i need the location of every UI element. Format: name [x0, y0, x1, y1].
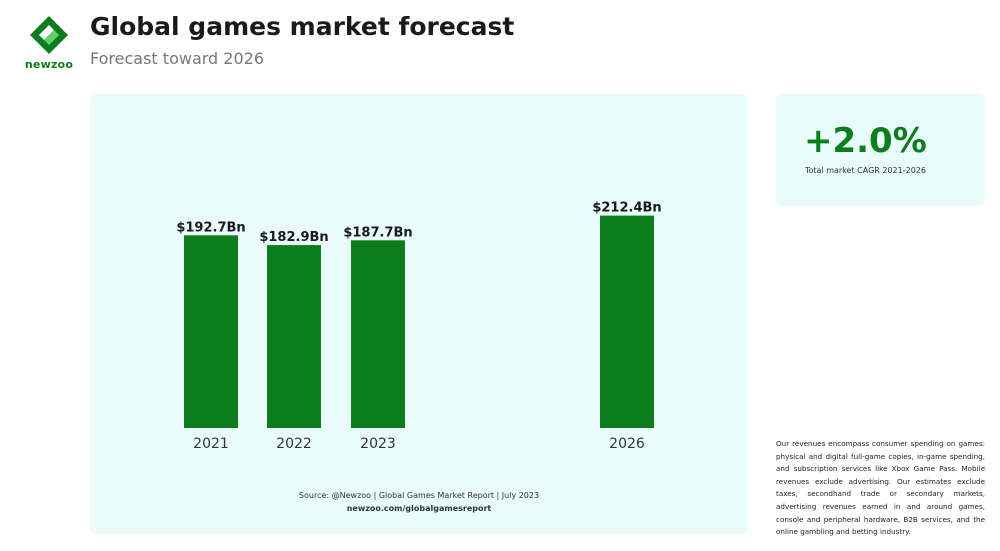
page-subtitle: Forecast toward 2026: [90, 49, 264, 68]
cagr-label: Total market CAGR 2021-2026: [805, 166, 926, 175]
x-tick-label: 2026: [609, 436, 645, 452]
cagr-card: +2.0% Total market CAGR 2021-2026: [776, 94, 985, 206]
bar-2022: [267, 245, 321, 428]
chart-panel: $192.7Bn 2021 $182.9Bn 2022 $187.7Bn 2023 $212…: [90, 94, 748, 534]
bar-chart: $192.7Bn 2021 $182.9Bn 2022 $187.7Bn 2023 $212…: [176, 201, 661, 452]
bar-2023: [351, 240, 405, 428]
bar-value-label: $192.7Bn: [176, 220, 245, 235]
bar-value-label: $182.9Bn: [259, 230, 328, 245]
source-text: Source: @Newzoo | Global Games Market Re…: [298, 491, 540, 500]
bar-2026: [600, 215, 654, 428]
x-tick-label: 2023: [360, 436, 396, 452]
source-url: newzoo.com/globalgamesreport: [346, 504, 492, 513]
bar-value-label: $187.7Bn: [343, 225, 412, 240]
x-tick-label: 2021: [193, 436, 229, 452]
logo-text: newzoo: [24, 58, 74, 71]
page-title: Global games market forecast: [90, 12, 515, 41]
newzoo-logo: newzoo: [22, 14, 76, 74]
newzoo-diamond-icon: [30, 16, 68, 54]
bar-value-label: $212.4Bn: [592, 201, 661, 216]
x-tick-label: 2022: [276, 436, 312, 452]
cagr-value: +2.0%: [804, 121, 927, 161]
methodology-footnote: Our revenues encompass consumer spending…: [776, 439, 985, 537]
bar-2021: [184, 235, 238, 428]
